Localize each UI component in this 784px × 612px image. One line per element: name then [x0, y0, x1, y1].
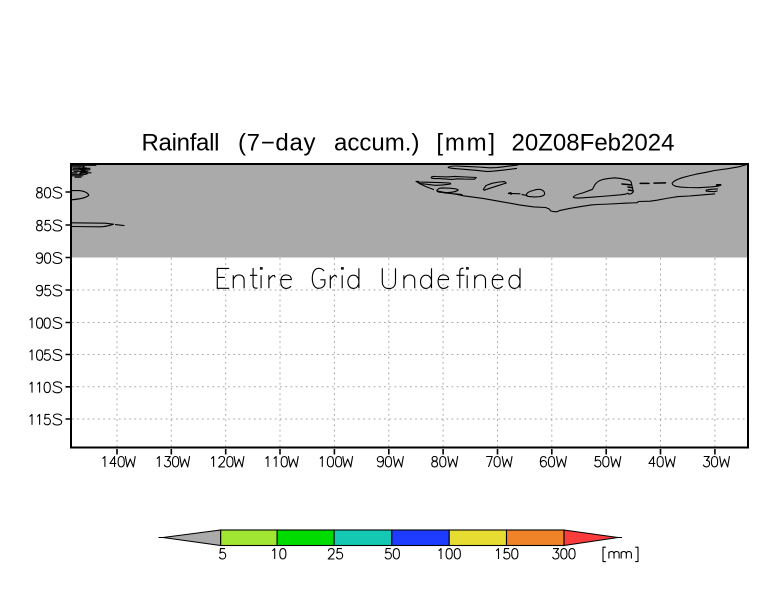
svg-text:[mm]: [mm] [436, 130, 495, 157]
svg-text:20Z08Feb2024: 20Z08Feb2024 [512, 130, 675, 157]
svg-text:Rainfall: Rainfall [142, 130, 220, 157]
svg-text:accum.): accum.) [334, 130, 420, 157]
svg-text:(7−day: (7−day [238, 130, 316, 157]
